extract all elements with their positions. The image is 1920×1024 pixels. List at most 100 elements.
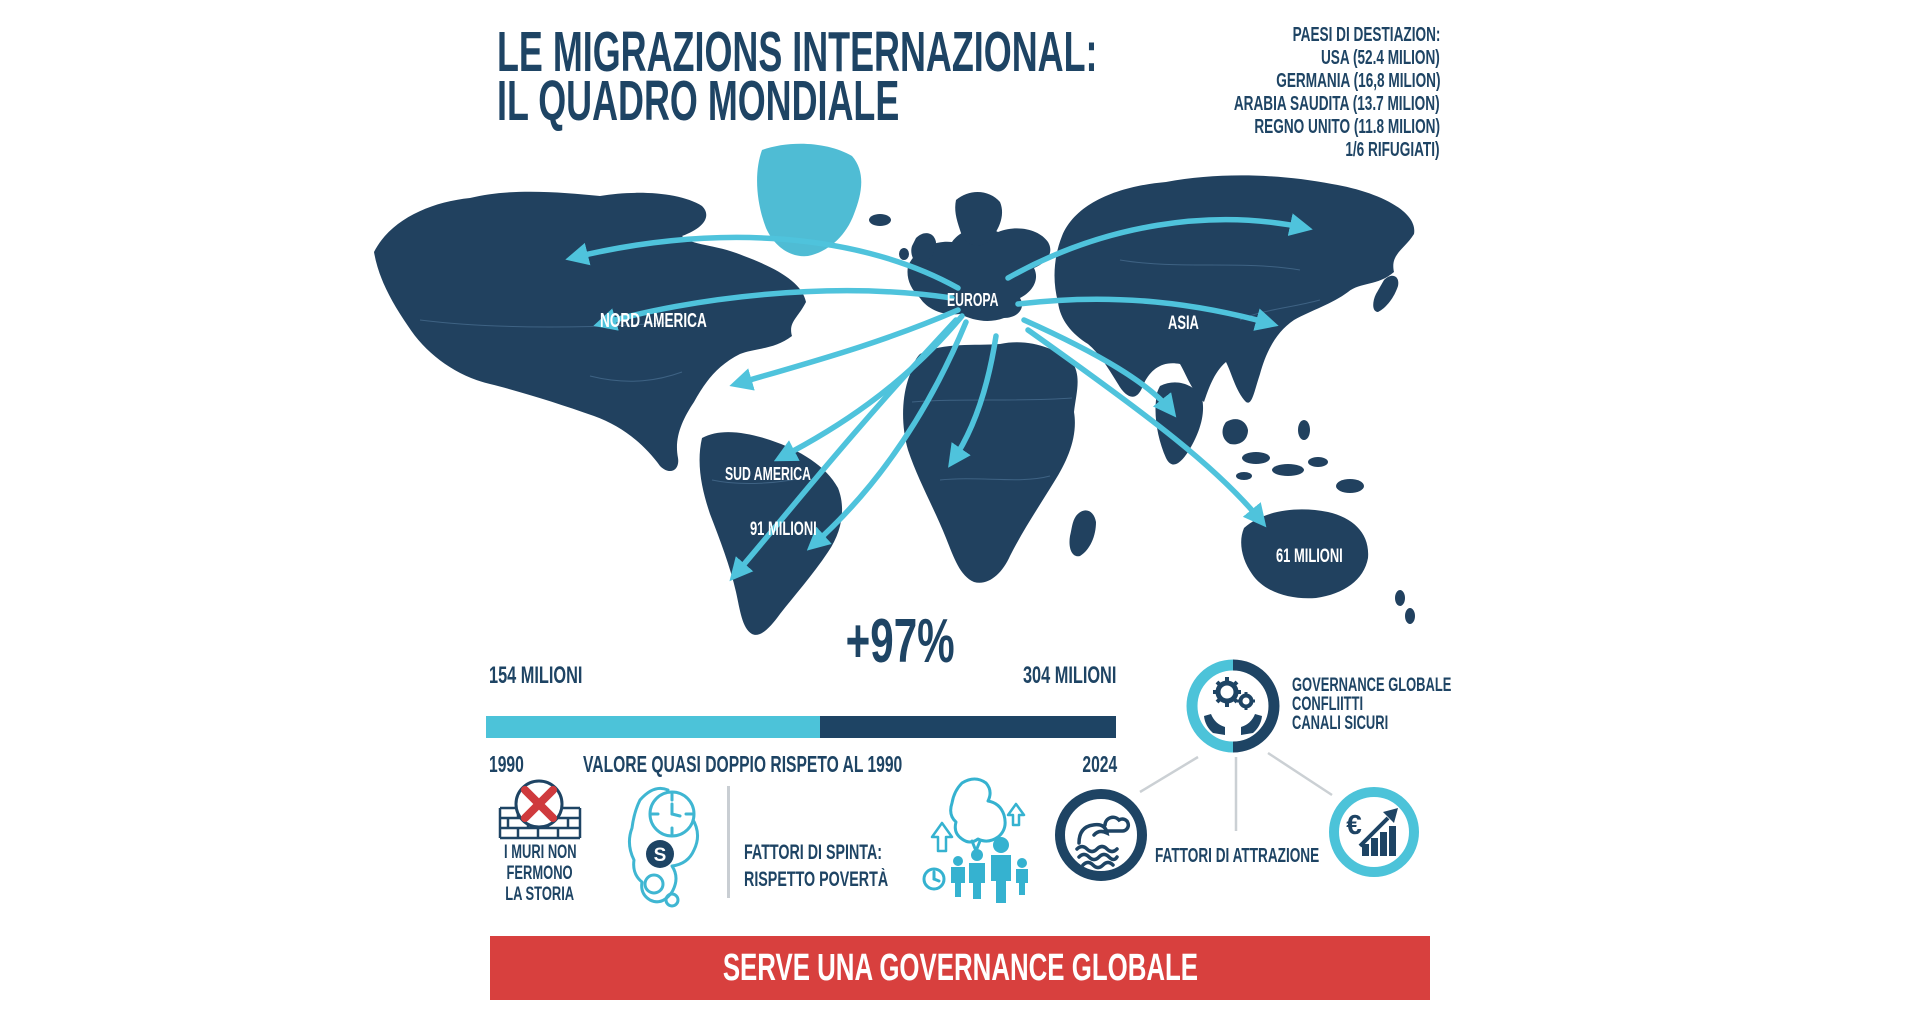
scandinavia-shape <box>955 191 1003 246</box>
governance-gears-hands-icon <box>1186 659 1280 753</box>
world-map-svg <box>374 143 1415 635</box>
walls-line3: LA STORIA <box>505 884 575 905</box>
growth-value-2024: 304 MILIONI <box>1022 662 1116 689</box>
governance-line3: CANALI SICURI <box>1292 713 1389 734</box>
indochina-shape <box>1222 419 1248 445</box>
map-label-asia: ASIA <box>1168 313 1199 334</box>
tree-outline <box>949 777 1007 844</box>
governance-text: GOVERNANCE GLOBALE CONFLIITTI CANALI SIC… <box>1292 676 1526 733</box>
destination-item-regno-unito: REGNO UNITO (11.8 MILION) <box>1254 116 1440 138</box>
growth-bar-1990-segment <box>486 716 820 738</box>
money-coin <box>646 840 674 868</box>
japan-shape <box>1373 275 1399 312</box>
up-arrow-right <box>1006 802 1026 827</box>
new-zealand-north <box>1395 590 1405 606</box>
sea-wave-icon <box>1055 789 1147 881</box>
map-label-nord-america: NORD AMERICA <box>600 310 707 332</box>
indonesia-island-3 <box>1308 457 1328 467</box>
coin-letter: S <box>654 845 667 866</box>
growth-arrow-line <box>1358 816 1390 848</box>
banner-text: SERVE UNA GOVERNANCE GLOBALE <box>722 946 1198 989</box>
growth-value-1990: 154 MILIONI <box>489 662 583 689</box>
people-group <box>951 837 1028 903</box>
wave-curl <box>1077 822 1110 845</box>
arrow-europe-to-south-america-2 <box>806 319 969 551</box>
gear-small <box>1237 692 1255 710</box>
small-circle-1 <box>643 873 665 895</box>
philippines-shape <box>1298 420 1310 440</box>
small-circle-2 <box>664 892 680 908</box>
greenland-shape <box>757 143 862 257</box>
madagascar-shape <box>1069 510 1096 557</box>
asia-shape <box>1054 175 1415 403</box>
governance-line1: GOVERNANCE GLOBALE <box>1292 675 1452 696</box>
push-factors-text: FATTORI DI SPINTA: RISPETTO POVERTÀ <box>744 839 956 893</box>
destination-item-arabia-saudita: ARABIA SAUDITA (13.7 MILION) <box>1234 93 1440 115</box>
euro-growth-icon: € <box>1329 787 1419 877</box>
growth-bar <box>486 716 1116 738</box>
arrow-europe-to-india <box>1021 317 1177 418</box>
up-arrow-left <box>930 821 954 853</box>
push-factors-line1: FATTORI DI SPINTA: <box>744 841 883 864</box>
world-map: NORD AMERICA EUROPA ASIA SUD AMERICA 91 … <box>360 140 1460 640</box>
indonesia-island-4 <box>1236 472 1252 480</box>
growth-year-end: 2024 <box>1082 751 1117 777</box>
page-title-line1: LE MIGRAZIONS INTERNAZIONAL: <box>497 20 1098 84</box>
gear-large <box>1213 677 1241 707</box>
hands-shape <box>1204 714 1262 735</box>
cloud-shape <box>1103 815 1131 833</box>
arrow-europe-to-africa <box>948 333 999 468</box>
destination-item-germania: GERMANIA (16,8 MILION) <box>1275 70 1440 92</box>
family-migration-icon <box>922 777 1028 903</box>
vertical-divider <box>727 786 730 898</box>
destination-item-rifugiati: 1/6 RIFUGIATI) <box>1345 139 1440 161</box>
arrow-europe-to-north-america-1 <box>565 234 961 291</box>
walls-line2: FERMONO <box>506 863 574 884</box>
map-label-europa: EUROPA <box>947 290 999 310</box>
map-label-sud-america: SUD AMERICA <box>725 464 811 484</box>
migration-arrows <box>565 213 1313 582</box>
growth-caption: VALORE QUASI DOPPIO RISPETO AL 1990 <box>583 751 903 777</box>
growth-arrow-head <box>1383 808 1398 823</box>
push-factors-icon: S <box>627 786 699 908</box>
page-title: LE MIGRAZIONS INTERNAZIONAL: IL QUADRO M… <box>497 20 1450 133</box>
attraction-label: FATTORI DI ATTRAZIONE <box>1155 845 1320 867</box>
small-clock <box>922 867 946 891</box>
indonesia-island-1 <box>1242 452 1270 464</box>
growth-percent: +97% <box>845 607 955 676</box>
arrow-europe-to-australia <box>1025 327 1267 528</box>
bar-chart-shape <box>1362 826 1396 856</box>
push-factors-line2: RISPETTO POVERTÀ <box>744 868 889 891</box>
arrow-europe-to-north-america-2 <box>593 288 955 331</box>
arrow-europe-to-south-america-3 <box>729 317 959 582</box>
red-x-mark <box>521 786 557 822</box>
euro-symbol: € <box>1346 809 1362 840</box>
walls-text: I MURI NON FERMONO LA STORIA <box>478 842 602 905</box>
uk-shape <box>911 233 936 264</box>
india-shape <box>1155 382 1204 465</box>
iceland-shape <box>869 214 891 226</box>
destination-item-usa: USA (52.4 MILION) <box>1321 47 1440 69</box>
growth-year-start: 1990 <box>489 751 524 777</box>
indonesia-island-2 <box>1272 464 1304 476</box>
ireland-shape <box>899 248 909 260</box>
bottom-banner: SERVE UNA GOVERNANCE GLOBALE <box>490 936 1430 1000</box>
map-label-91-milioni: 91 MILIONI <box>750 519 817 540</box>
australia-shape <box>1241 509 1369 599</box>
arrow-europe-to-north-asia <box>1005 213 1313 281</box>
continents-group <box>374 175 1415 635</box>
map-label-61-milioni: 61 MILIONI <box>1276 546 1343 567</box>
arrow-europe-to-central-america <box>729 307 961 391</box>
new-guinea-shape <box>1336 479 1364 493</box>
no-walls-icon <box>498 779 582 840</box>
connector-lines <box>1139 751 1333 831</box>
north-america-shape <box>374 191 806 472</box>
africa-shape <box>903 342 1078 583</box>
arrow-europe-to-east-asia <box>1015 296 1279 331</box>
page-title-line2: IL QUADRO MONDIALE <box>497 69 900 133</box>
destination-countries-list: PAESI DI DESTIAZION: USA (52.4 MILION) G… <box>1137 24 1440 162</box>
walls-line1: I MURI NON <box>503 842 577 863</box>
new-zealand-south <box>1405 608 1415 624</box>
governance-line2: CONFLIITTI <box>1292 694 1364 715</box>
